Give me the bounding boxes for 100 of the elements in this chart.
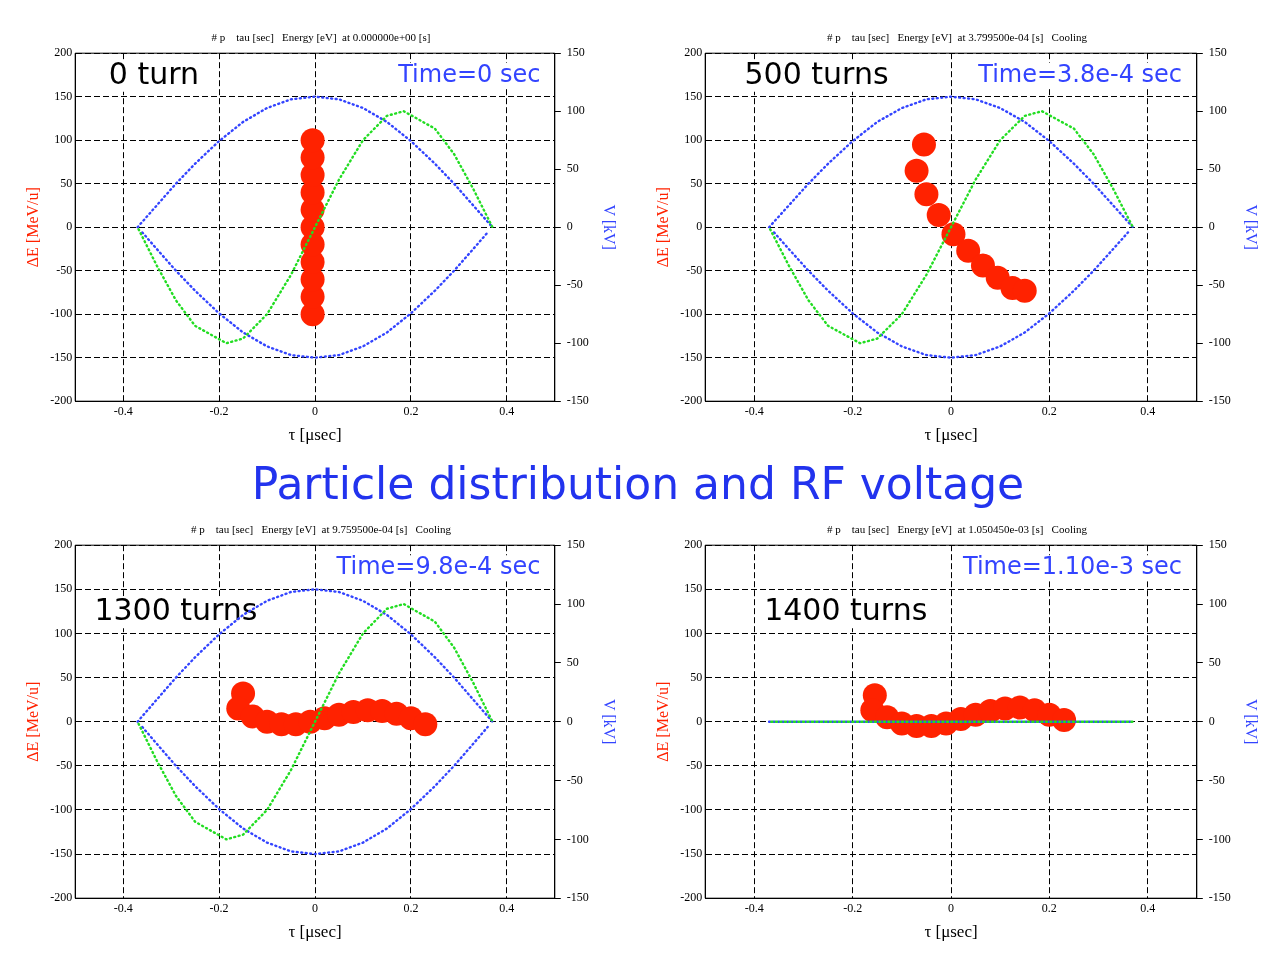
y2-tick-label: 0 <box>566 713 573 728</box>
point <box>413 712 438 737</box>
y2-tick-label: 150 <box>566 45 585 60</box>
y2-tick-label: 0 <box>1208 219 1215 234</box>
y2-tick-label: -150 <box>566 890 589 905</box>
y-tick-label: -150 <box>50 846 73 861</box>
point <box>911 132 936 157</box>
line-series <box>141 231 489 359</box>
y2-tick-label: 150 <box>566 537 585 552</box>
x-axis-title: τ [μsec] <box>288 425 342 445</box>
y-tick-label: -200 <box>680 393 703 408</box>
y-tick-label: -100 <box>50 306 73 321</box>
x-tick-label: 0 <box>312 900 318 915</box>
y-tick-label: 200 <box>54 45 73 60</box>
y2-axis-title: V [kV] <box>1243 204 1261 250</box>
x-tick-label: 0 <box>948 403 954 418</box>
y-tick-label: 150 <box>54 581 73 596</box>
y-tick-label: 50 <box>60 669 73 684</box>
y-tick-label: 0 <box>66 713 73 728</box>
y2-tick-label: -100 <box>1208 831 1231 846</box>
annotation: 500 turns <box>744 55 889 91</box>
y-tick-label: 0 <box>696 219 703 234</box>
chart-title: # p tau [sec] Energy [eV] at 9.759500e-04 [s] Cooling <box>190 523 452 536</box>
y2-tick-label: -100 <box>1208 335 1231 350</box>
y-tick-label: -200 <box>50 890 73 905</box>
x-tick-label: -0.4 <box>113 900 133 915</box>
line-series <box>136 95 494 229</box>
x-tick-label: -0.2 <box>209 403 229 418</box>
y-tick-label: -100 <box>680 802 703 817</box>
y2-tick-label: 50 <box>566 161 579 176</box>
y2-tick-label: -150 <box>566 393 589 408</box>
x-tick-label: 0.2 <box>403 403 419 418</box>
chart-title: # p tau [sec] Energy [eV] at 1.050450e-03 [s] Cooling <box>826 523 1088 536</box>
x-tick-label: 0.4 <box>499 403 515 418</box>
y2-tick-label: 100 <box>566 596 585 611</box>
y-tick-label: -50 <box>56 262 73 277</box>
text: Particle distribution and RF voltage <box>250 458 1026 509</box>
y2-tick-label: 150 <box>1208 537 1227 552</box>
line-series <box>141 725 489 856</box>
y-tick-label: -200 <box>680 890 703 905</box>
y-tick-label: 100 <box>54 625 73 640</box>
annotation: Time=1.10e-3 sec <box>961 552 1183 581</box>
annotation: 1400 turns <box>764 592 928 628</box>
x-tick-label: 0.2 <box>1041 900 1057 915</box>
x-tick-label: -0.2 <box>843 403 863 418</box>
x-tick-label: 0.2 <box>403 900 419 915</box>
y-tick-label: 0 <box>696 713 703 728</box>
x-tick-label: 0.4 <box>499 900 515 915</box>
y-tick-label: 0 <box>66 219 73 234</box>
chart-title: # p tau [sec] Energy [eV] at 0.000000e+00 [s] <box>211 31 431 44</box>
x-tick-label: -0.4 <box>113 403 133 418</box>
annotation: Time=9.8e-4 sec <box>335 552 541 581</box>
line-series <box>772 231 1130 359</box>
x-tick-label: 0.4 <box>1140 403 1156 418</box>
point <box>914 182 939 207</box>
y-tick-label: 50 <box>690 175 703 190</box>
y2-tick-label: -150 <box>1208 393 1231 408</box>
x-tick-label: -0.2 <box>843 900 863 915</box>
line-series <box>767 110 1135 345</box>
point <box>941 222 966 247</box>
x-tick-label: 0 <box>948 900 954 915</box>
point <box>956 238 981 263</box>
y-axis-title: ΔE [MeV/u] <box>23 681 41 762</box>
point <box>926 203 951 228</box>
x-tick-label: -0.4 <box>744 403 764 418</box>
y-tick-label: -150 <box>50 349 73 364</box>
y-tick-label: 100 <box>54 132 73 147</box>
y2-axis-title: V [kV] <box>1243 698 1261 745</box>
y-tick-label: -150 <box>680 846 703 861</box>
x-axis-title: τ [μsec] <box>288 922 342 942</box>
x-tick-label: -0.4 <box>744 900 764 915</box>
y2-tick-label: 100 <box>566 103 585 118</box>
y-tick-label: -100 <box>50 802 73 817</box>
x-axis-title: τ [μsec] <box>924 425 978 445</box>
y-tick-label: 150 <box>54 88 73 103</box>
y-tick-label: -200 <box>50 393 73 408</box>
y2-tick-label: 0 <box>1208 713 1215 728</box>
y-axis-title: ΔE [MeV/u] <box>23 187 41 268</box>
y-tick-label: 200 <box>684 537 703 552</box>
point <box>904 158 929 183</box>
y-tick-label: 150 <box>684 581 703 596</box>
y-tick-label: 150 <box>684 88 703 103</box>
y-tick-label: 50 <box>690 669 703 684</box>
y2-tick-label: -100 <box>566 831 589 846</box>
x-tick-label: -0.2 <box>209 900 229 915</box>
y2-axis-title: V [kV] <box>601 204 619 250</box>
annotation: 0 turn <box>108 55 199 91</box>
y-tick-label: -100 <box>680 306 703 321</box>
y-axis-title: ΔE [MeV/u] <box>653 187 671 268</box>
y2-tick-label: -150 <box>1208 890 1231 905</box>
y2-tick-label: 100 <box>1208 103 1227 118</box>
y2-axis-title: V [kV] <box>601 698 619 745</box>
annotation: 1300 turns <box>94 592 258 628</box>
y2-tick-label: 50 <box>1208 161 1221 176</box>
y-tick-label: -50 <box>686 757 703 772</box>
y-tick-label: -50 <box>686 262 703 277</box>
y-axis-title: ΔE [MeV/u] <box>653 681 671 762</box>
x-tick-label: 0.4 <box>1140 900 1156 915</box>
y-tick-label: 100 <box>684 625 703 640</box>
y-tick-label: 50 <box>60 175 73 190</box>
